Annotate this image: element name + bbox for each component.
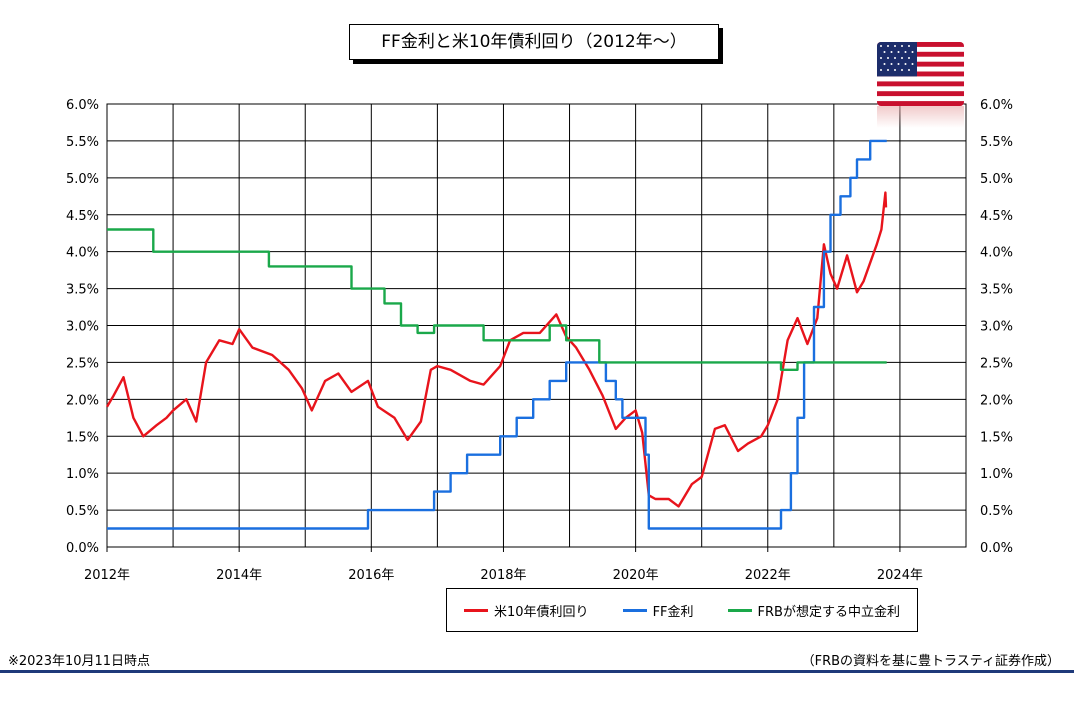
x-tick-label: 2022年 [745, 568, 791, 583]
series-line-0 [105, 191, 888, 508]
y-tick-label-right: 5.5% [980, 135, 1013, 150]
series-line-1 [107, 139, 887, 530]
chart-title: FF金利と米10年債利回り（2012年～） [349, 24, 719, 60]
y-tick-label-right: 0.0% [980, 541, 1013, 556]
bottom-rule [0, 670, 1074, 673]
y-tick-label-right: 0.5% [980, 504, 1013, 519]
x-tick-label: 2012年 [84, 568, 130, 583]
y-tick-label-right: 4.0% [980, 246, 1013, 261]
legend-item-10y-yield: 米10年債利回り [464, 601, 589, 620]
y-tick-label-right: 5.0% [980, 172, 1013, 187]
legend-swatch-green [727, 608, 752, 612]
y-tick-label-left: 0.0% [66, 541, 99, 556]
as-of-note: ※2023年10月11日時点 [8, 654, 151, 669]
x-tick-label: 2018年 [480, 568, 526, 583]
chart-grid [106, 103, 967, 548]
y-tick-label-right: 1.5% [980, 430, 1013, 445]
legend-swatch-blue [622, 608, 647, 612]
y-tick-label-left: 6.0% [66, 98, 99, 113]
y-tick-label-right: 6.0% [980, 98, 1013, 113]
y-tick-label-right: 1.0% [980, 467, 1013, 482]
legend-item-neutral-rate: FRBが想定する中立金利 [727, 601, 900, 620]
chart-legend: 米10年債利回り FF金利 FRBが想定する中立金利 [446, 588, 918, 632]
series-line-2 [107, 228, 887, 371]
x-tick-label: 2024年 [877, 568, 923, 583]
x-tick-label: 2014年 [216, 568, 262, 583]
y-tick-label-right: 3.0% [980, 320, 1013, 335]
y-tick-label-left: 5.5% [66, 135, 99, 150]
legend-label-ff-rate: FF金利 [652, 604, 694, 620]
y-tick-label-right: 3.5% [980, 283, 1013, 298]
x-tick-label: 2020年 [613, 568, 659, 583]
x-tick-label: 2016年 [348, 568, 394, 583]
source-note: （FRBの資料を基に豊トラスティ証券作成） [801, 654, 1060, 669]
legend-label-neutral-rate: FRBが想定する中立金利 [757, 604, 900, 620]
chart-series [105, 139, 888, 530]
y-tick-label-left: 2.5% [66, 356, 99, 371]
y-tick-label-left: 3.5% [66, 283, 99, 298]
y-tick-label-left: 5.0% [66, 172, 99, 187]
y-tick-label-left: 3.0% [66, 320, 99, 335]
y-tick-label-left: 1.5% [66, 430, 99, 445]
y-tick-label-right: 4.5% [980, 209, 1013, 224]
y-tick-label-left: 4.5% [66, 209, 99, 224]
y-tick-label-left: 2.0% [66, 393, 99, 408]
y-tick-label-left: 0.5% [66, 504, 99, 519]
plot-frame [106, 103, 967, 548]
y-tick-label-right: 2.0% [980, 393, 1013, 408]
us-flag-icon [877, 42, 964, 106]
flag-reflection [877, 106, 964, 128]
legend-label-10y-yield: 米10年債利回り [494, 604, 589, 620]
legend-item-ff-rate: FF金利 [622, 601, 694, 620]
y-tick-label-right: 2.5% [980, 356, 1013, 371]
axis-ticks: 0.0% 0.0% 0.5% 0.5% 1.0% 1.0% 1.5% 1.5% 2.0% 2.0%… [66, 98, 1013, 583]
legend-swatch-red [464, 608, 488, 612]
y-tick-label-left: 4.0% [66, 246, 99, 261]
y-tick-label-left: 1.0% [66, 467, 99, 482]
